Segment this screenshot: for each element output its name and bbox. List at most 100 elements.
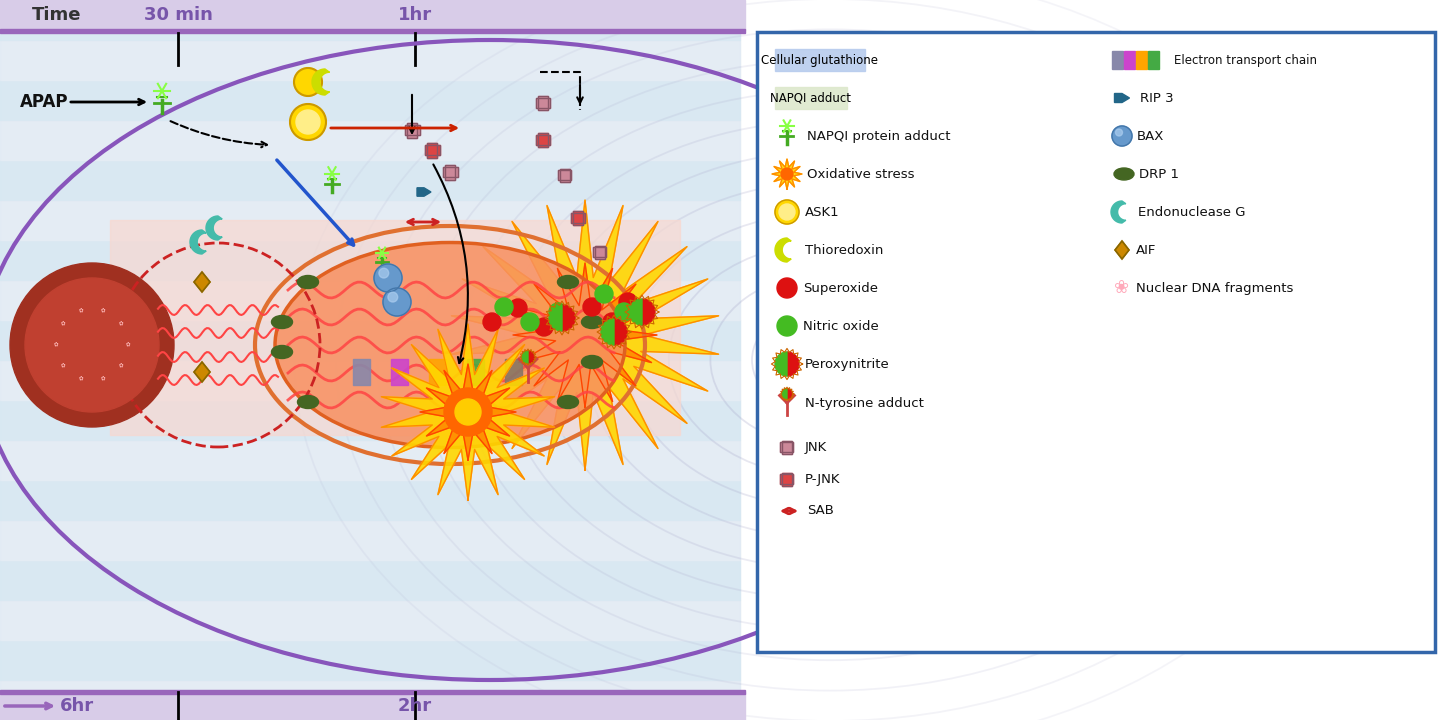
Bar <box>757 32 1436 652</box>
Bar <box>426 143 438 158</box>
Bar <box>539 133 547 147</box>
Bar <box>0 0 740 40</box>
Polygon shape <box>451 200 719 470</box>
Text: ✿: ✿ <box>79 308 84 313</box>
Bar <box>0 680 740 720</box>
Bar <box>560 168 570 181</box>
Bar <box>559 171 572 179</box>
Circle shape <box>387 292 397 302</box>
Polygon shape <box>1115 241 1129 259</box>
Bar <box>0 480 740 520</box>
Text: Thioredoxin: Thioredoxin <box>805 243 883 256</box>
Polygon shape <box>513 263 657 407</box>
Bar <box>425 145 439 156</box>
Polygon shape <box>312 69 330 95</box>
Text: Superoxide: Superoxide <box>804 282 878 294</box>
Bar <box>0 280 740 320</box>
Text: 6hr: 6hr <box>60 697 94 715</box>
Bar <box>0 320 740 360</box>
Circle shape <box>780 168 793 180</box>
Bar <box>780 474 793 484</box>
Circle shape <box>1112 126 1132 146</box>
Bar <box>406 122 418 138</box>
Bar <box>782 472 792 485</box>
Wedge shape <box>629 299 642 325</box>
Bar <box>0 200 740 240</box>
Wedge shape <box>788 389 792 400</box>
Text: ASK1: ASK1 <box>805 205 840 218</box>
Polygon shape <box>1112 201 1126 223</box>
Wedge shape <box>562 305 575 331</box>
Text: ✿: ✿ <box>120 321 124 326</box>
Text: NAPQI protein adduct: NAPQI protein adduct <box>806 130 950 143</box>
Ellipse shape <box>1115 168 1133 180</box>
Text: JNK: JNK <box>805 441 827 454</box>
Polygon shape <box>420 364 516 460</box>
Bar <box>593 248 606 256</box>
Text: DRP 1: DRP 1 <box>1139 168 1179 181</box>
Bar <box>536 135 550 145</box>
Bar <box>0 360 740 400</box>
Text: SAB: SAB <box>806 505 834 518</box>
Text: ✿: ✿ <box>101 377 105 382</box>
Polygon shape <box>194 362 210 382</box>
Text: Electron transport chain: Electron transport chain <box>1174 53 1318 66</box>
Polygon shape <box>775 238 791 262</box>
Text: 1hr: 1hr <box>397 6 432 24</box>
Bar <box>0 690 744 694</box>
Text: 30 min: 30 min <box>144 6 213 24</box>
Bar <box>780 443 793 451</box>
Ellipse shape <box>582 315 602 328</box>
Ellipse shape <box>272 346 292 359</box>
Text: 2hr: 2hr <box>397 697 432 715</box>
Bar <box>775 87 847 109</box>
Text: Oxidative stress: Oxidative stress <box>806 168 914 181</box>
Bar <box>559 171 572 179</box>
Circle shape <box>289 104 325 140</box>
Text: ❀: ❀ <box>1115 279 1129 297</box>
Text: P-JNK: P-JNK <box>805 472 841 485</box>
Bar <box>782 472 792 485</box>
Circle shape <box>775 200 799 224</box>
Text: Nuclear DNA fragments: Nuclear DNA fragments <box>1136 282 1293 294</box>
Polygon shape <box>206 216 222 240</box>
Wedge shape <box>613 319 626 345</box>
Bar <box>445 164 455 179</box>
Bar <box>782 441 792 454</box>
Bar <box>0 400 740 440</box>
Circle shape <box>444 388 492 436</box>
Wedge shape <box>642 299 655 325</box>
Text: ✿: ✿ <box>125 343 130 348</box>
Circle shape <box>1116 129 1123 136</box>
Bar <box>1148 51 1159 69</box>
Bar <box>445 164 455 179</box>
Bar <box>0 692 744 720</box>
Bar <box>780 443 793 451</box>
Wedge shape <box>549 305 562 331</box>
Bar <box>392 359 408 385</box>
Circle shape <box>383 288 410 316</box>
Wedge shape <box>782 389 788 400</box>
Bar <box>442 167 458 177</box>
Circle shape <box>583 298 600 316</box>
Bar <box>593 248 606 256</box>
Bar <box>536 98 550 108</box>
Bar <box>782 441 792 454</box>
Wedge shape <box>600 319 613 345</box>
Ellipse shape <box>557 395 579 408</box>
Text: ✿: ✿ <box>120 364 124 369</box>
Bar <box>572 213 585 223</box>
Bar <box>596 246 605 258</box>
Ellipse shape <box>298 395 318 408</box>
Bar <box>442 167 458 177</box>
Circle shape <box>603 313 621 331</box>
Bar <box>0 29 744 33</box>
Bar <box>109 220 680 435</box>
Bar <box>0 640 740 680</box>
Text: RIP 3: RIP 3 <box>1140 91 1174 104</box>
Bar <box>775 49 865 71</box>
Text: Cellular glutathione: Cellular glutathione <box>762 53 878 66</box>
Ellipse shape <box>275 243 625 448</box>
Bar <box>0 0 744 30</box>
Bar <box>405 125 419 135</box>
